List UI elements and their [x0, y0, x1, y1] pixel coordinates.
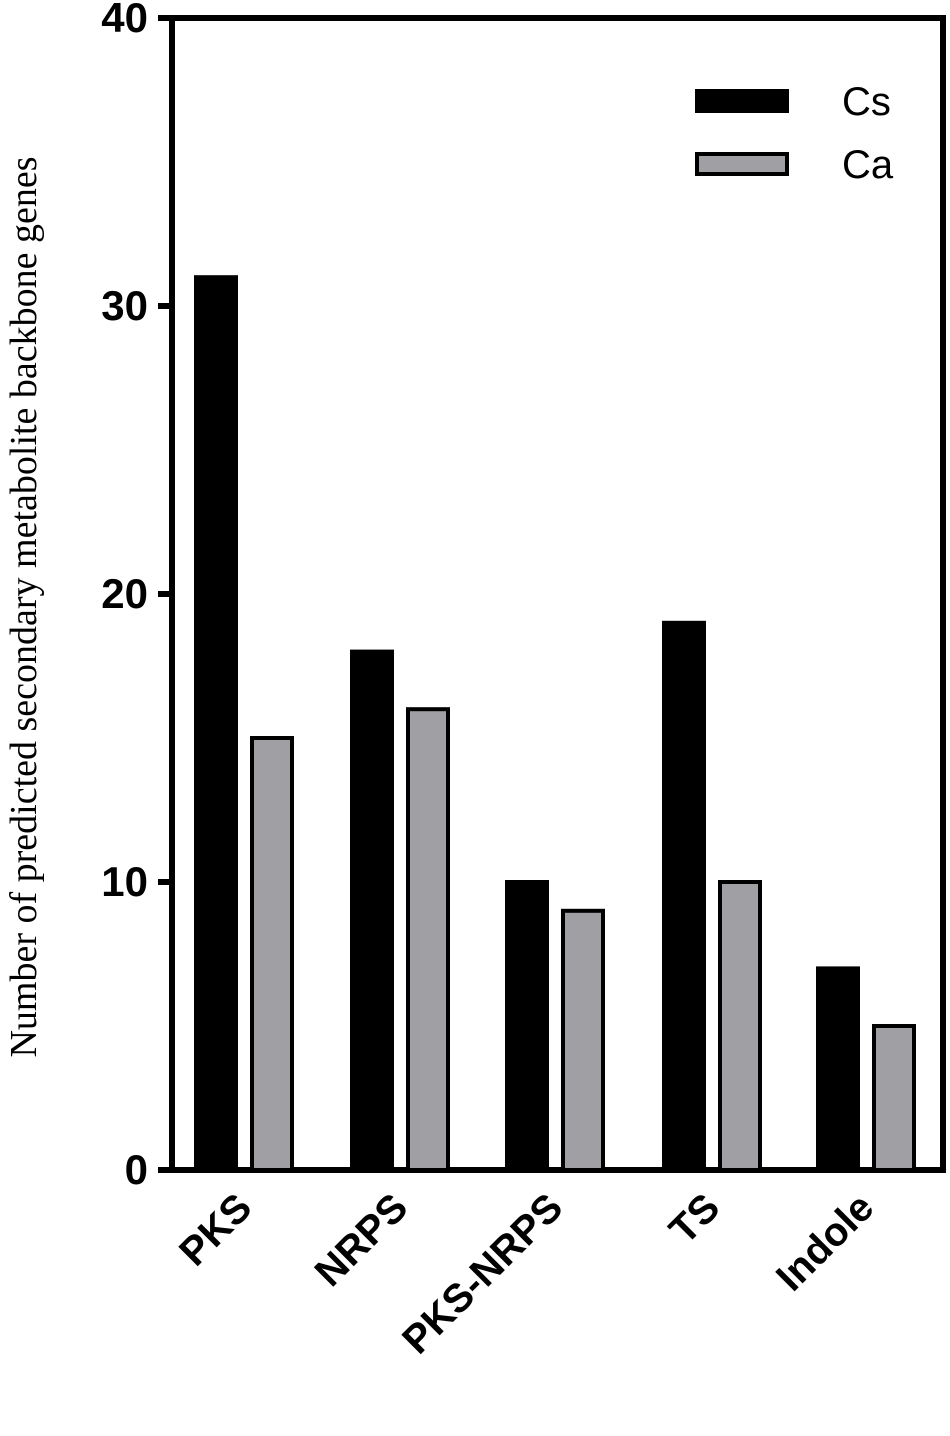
x-category-label: PKS-NRPS [394, 1185, 571, 1362]
bar-ca-ts [718, 880, 762, 1172]
x-category-label: NRPS [307, 1185, 417, 1295]
bar-ca-pks [250, 736, 294, 1172]
legend-label-ca: Ca [842, 143, 894, 187]
legend-swatch-ca [695, 152, 789, 176]
y-tick-label: 30 [101, 282, 148, 329]
y-tick-label: 10 [101, 858, 148, 905]
bar-cs-pks-nrps [505, 880, 549, 1172]
legend-label-cs: Cs [842, 80, 891, 124]
y-tick-label: 0 [125, 1146, 148, 1193]
bar-ca-pks-nrps [561, 908, 605, 1172]
y-tick-label: 20 [101, 570, 148, 617]
bar-cs-pks [194, 275, 238, 1172]
bar-cs-nrps [350, 649, 394, 1172]
x-category-label: TS [661, 1185, 728, 1252]
bar-ca-nrps [406, 707, 450, 1172]
y-axis-title: Number of predicted secondary metabolite… [3, 156, 45, 1057]
legend-swatch-cs [695, 89, 789, 113]
bar-ca-indole [872, 1024, 916, 1172]
bar-cs-indole [816, 966, 860, 1173]
bar-cs-ts [662, 620, 706, 1172]
y-tick-label: 40 [101, 0, 148, 41]
x-category-label: Indole [768, 1185, 882, 1299]
x-category-label: PKS [171, 1185, 260, 1274]
